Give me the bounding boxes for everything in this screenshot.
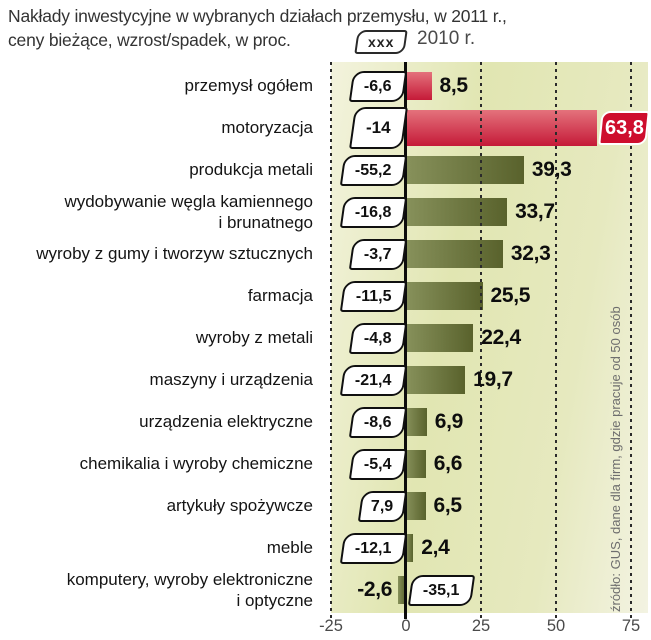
category-label-line: produkcja metali xyxy=(189,160,313,179)
callout-2010: -16,8 xyxy=(339,196,408,228)
category-label-line: artykuły spożywcze xyxy=(166,496,313,515)
chart-title: Nakłady inwestycyjne w wybranych działac… xyxy=(8,4,608,52)
callout-2010-value: -55,2 xyxy=(355,161,392,178)
category-label: motoryzacja xyxy=(0,117,313,138)
category-label-line: i optyczne xyxy=(236,591,313,610)
legend-year-label: 2010 r. xyxy=(417,28,476,49)
gridline xyxy=(555,62,557,618)
gridline xyxy=(330,62,332,618)
bar-2011 xyxy=(406,198,508,226)
bar-2011 xyxy=(406,240,503,268)
category-label-line: maszyny i urządzenia xyxy=(149,370,313,389)
value-badge-2011-text: 63,8 xyxy=(604,116,644,139)
callout-2010-value: -8,6 xyxy=(364,413,392,430)
category-label-line: wyroby z metali xyxy=(195,328,313,347)
callout-2010-value: -11,5 xyxy=(355,287,392,304)
category-label-line: komputery, wyroby elektroniczne xyxy=(66,570,313,589)
category-label: artykuły spożywcze xyxy=(0,495,313,516)
bar-2011 xyxy=(406,366,466,394)
category-label-line: urządzenia elektryczne xyxy=(139,412,313,431)
x-tick-label: 50 xyxy=(546,617,566,635)
zero-axis-line xyxy=(404,62,407,619)
callout-2010: -8,6 xyxy=(348,406,408,438)
callout-2010: -35,1 xyxy=(407,574,476,606)
value-label-2011: -2,6 xyxy=(357,578,393,601)
x-tick-label: -25 xyxy=(319,617,343,635)
bar-2011 xyxy=(398,576,406,604)
source-note: źródło: GUS, dane dla firm, gdzie pracuj… xyxy=(608,306,623,612)
bar-2011 xyxy=(406,534,414,562)
category-label-line: wyroby z gumy i tworzyw sztucznych xyxy=(36,244,313,263)
category-label-line: farmacja xyxy=(247,286,313,305)
callout-2010-value: -3,7 xyxy=(364,245,392,262)
category-label: przemysł ogółem xyxy=(0,75,314,96)
category-label: wyroby z metali xyxy=(0,327,313,348)
value-label-2011: 6,9 xyxy=(434,410,464,433)
bar-2011 xyxy=(406,110,598,146)
value-label-2011: 19,7 xyxy=(473,368,513,391)
chart-title-line1: Nakłady inwestycyjne w wybranych działac… xyxy=(8,6,507,26)
callout-2010-value: -16,8 xyxy=(355,203,392,220)
x-tick-label: 25 xyxy=(471,617,491,635)
bar-2011 xyxy=(406,324,474,352)
callout-2010: -55,2 xyxy=(339,154,408,186)
callout-2010: -11,5 xyxy=(339,280,408,312)
callout-2010: -21,4 xyxy=(339,364,408,396)
gridline xyxy=(480,62,482,618)
category-label: maszyny i urządzenia xyxy=(0,369,313,390)
value-label-2011: 2,4 xyxy=(421,536,450,559)
callout-2010: 7,9 xyxy=(357,490,408,522)
callout-2010: -5,4 xyxy=(348,448,408,480)
category-label: produkcja metali xyxy=(0,159,313,180)
bar-2011 xyxy=(406,492,426,520)
bar-2011 xyxy=(406,72,432,100)
bar-2011 xyxy=(406,156,524,184)
category-label-line: chemikalia i wyroby chemiczne xyxy=(79,454,313,473)
category-label-line: motoryzacja xyxy=(221,118,313,137)
legend-callout-label: xxx xyxy=(367,34,395,50)
callout-2010-value: -21,4 xyxy=(355,371,392,388)
category-label: farmacja xyxy=(0,285,313,306)
callout-2010: -3,7 xyxy=(348,238,408,270)
callout-2010-value: -12,1 xyxy=(355,539,392,556)
value-badge-2011: 63,8 xyxy=(598,111,650,145)
callout-2010-value: -35,1 xyxy=(423,581,460,598)
chart-title-line2: ceny bieżące, wzrost/spadek, w proc. xyxy=(8,30,291,50)
category-label: komputery, wyroby elektroniczne i optyczn… xyxy=(0,569,313,611)
callout-2010-value: -4,8 xyxy=(364,329,392,346)
callout-2010: -6,6 xyxy=(348,70,408,102)
bar-2011 xyxy=(406,450,426,478)
value-label-2011: 6,5 xyxy=(433,494,463,517)
category-label-line: meble xyxy=(266,538,313,557)
callout-2010-value: 7,9 xyxy=(371,497,394,514)
callout-2010: -14 xyxy=(349,107,408,149)
callout-2010: -12,1 xyxy=(339,532,408,564)
category-label: meble xyxy=(0,537,313,558)
value-label-2011: 33,7 xyxy=(515,200,555,223)
gridline xyxy=(630,62,632,618)
x-tick-label: 0 xyxy=(401,617,411,635)
callout-2010-value: -5,4 xyxy=(364,455,392,472)
value-label-2011: 25,5 xyxy=(490,284,531,307)
value-label-2011: 39,3 xyxy=(531,158,572,181)
value-label-2011: 22,4 xyxy=(481,326,521,349)
callout-2010-value: -14 xyxy=(366,118,391,137)
value-label-2011: 32,3 xyxy=(510,242,551,265)
bar-2011 xyxy=(406,282,483,310)
category-label: urządzenia elektryczne xyxy=(0,411,313,432)
value-label-2011: 6,6 xyxy=(433,452,463,475)
category-label: wyroby z gumy i tworzyw sztucznych xyxy=(0,243,313,264)
category-label-line: wydobywanie węgla kamiennego xyxy=(64,192,313,211)
x-tick-label: 75 xyxy=(621,617,641,635)
callout-2010-value: -6,6 xyxy=(364,77,392,94)
category-label-line: przemysł ogółem xyxy=(184,76,314,95)
category-label: chemikalia i wyroby chemiczne xyxy=(0,453,313,474)
value-label-2011: 8,5 xyxy=(439,74,469,97)
bar-2011 xyxy=(406,408,427,436)
category-label-line: i brunatnego xyxy=(218,213,313,232)
legend-callout-sample: xxx xyxy=(354,30,408,54)
callout-2010: -4,8 xyxy=(348,322,408,354)
category-label: wydobywanie węgla kamiennego i brunatnego xyxy=(0,191,313,233)
